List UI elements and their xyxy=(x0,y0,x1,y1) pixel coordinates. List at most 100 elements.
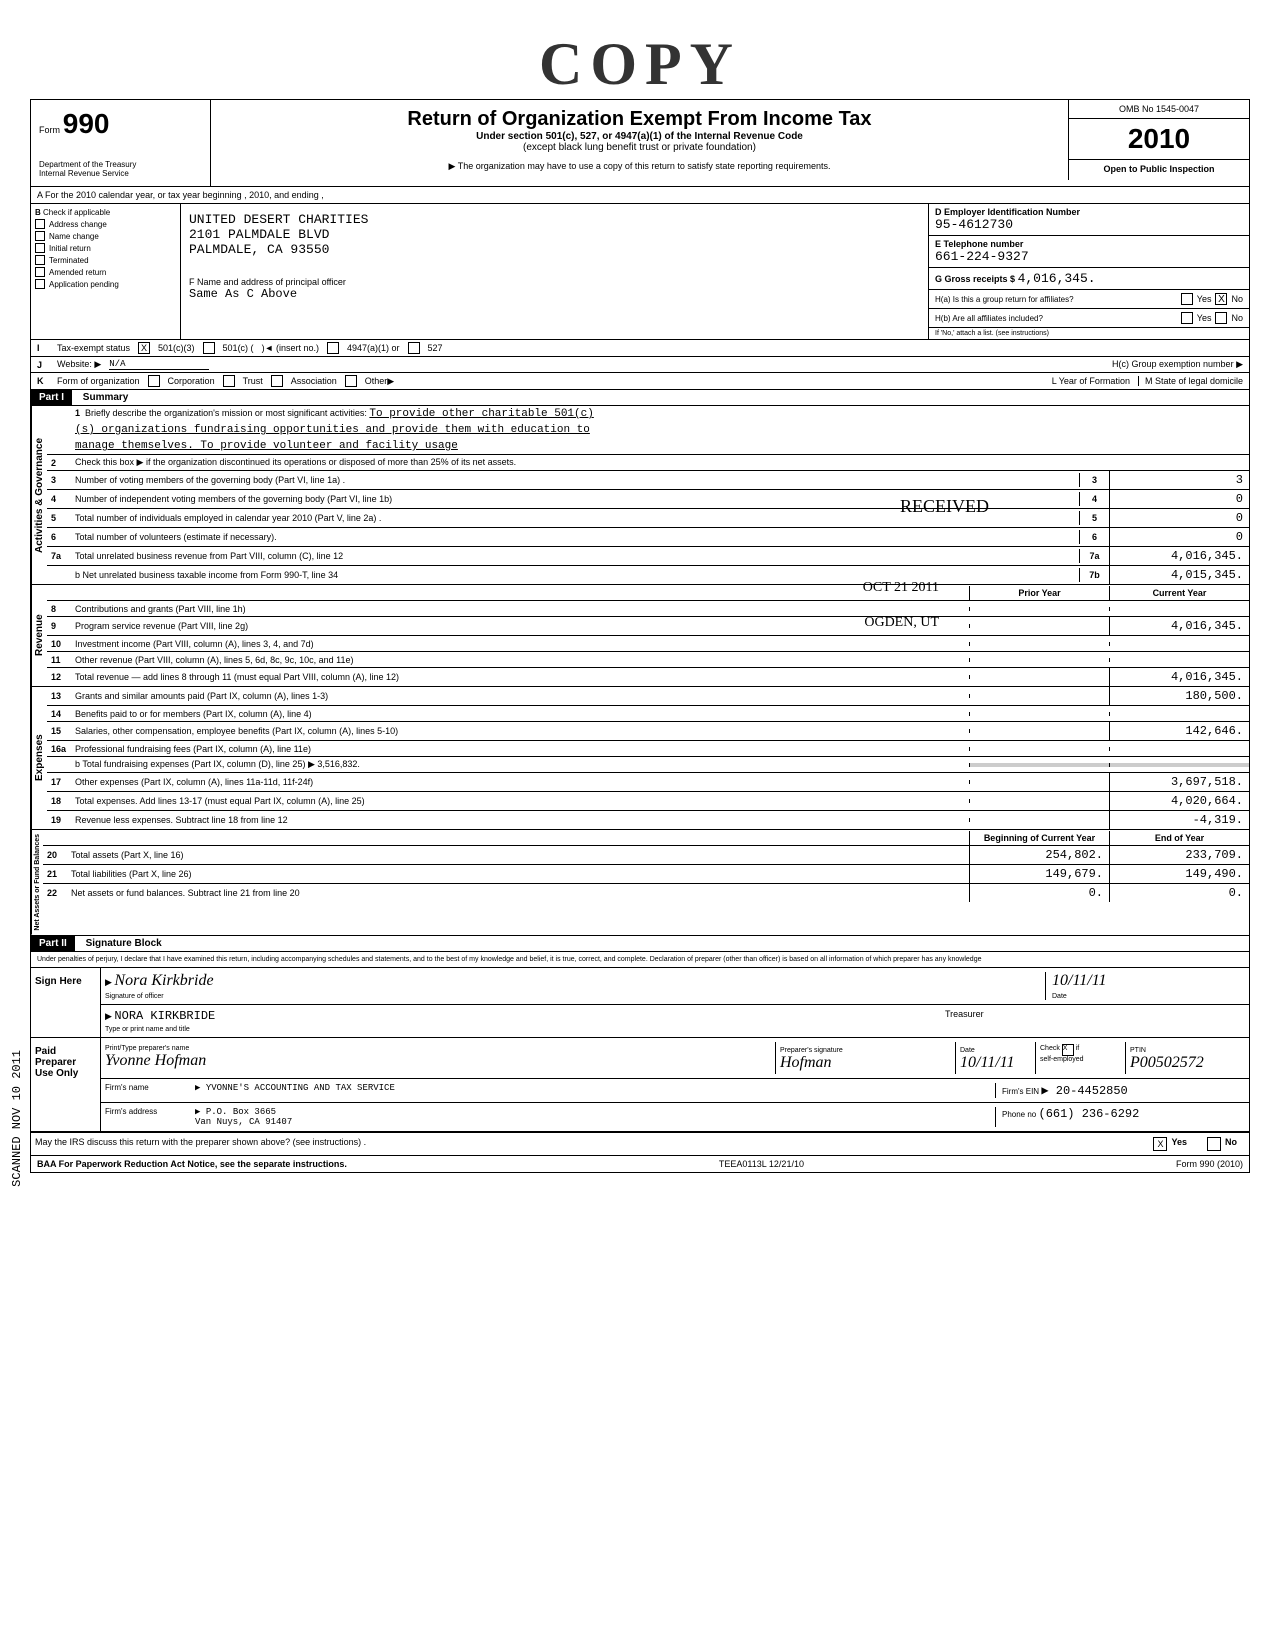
hb-no-checkbox[interactable] xyxy=(1215,312,1227,324)
part2-header-row: Part II Signature Block xyxy=(30,936,1250,952)
open-inspection: Open to Public Inspection xyxy=(1069,160,1249,178)
assoc-checkbox[interactable] xyxy=(271,375,283,387)
discuss-yes-checkbox[interactable]: X xyxy=(1153,1137,1167,1151)
current-value xyxy=(1109,712,1249,716)
line-num: 17 xyxy=(47,775,71,789)
no-label: No xyxy=(1231,313,1243,323)
current-value: 3,697,518. xyxy=(1109,773,1249,791)
hb-label: H(b) Are all affiliates included? xyxy=(935,314,1177,323)
prep-signature: Hofman xyxy=(780,1054,832,1071)
ha-yes-checkbox[interactable] xyxy=(1181,293,1193,305)
sidebar-revenue: Revenue xyxy=(31,585,47,686)
checkbox-amended[interactable] xyxy=(35,267,45,277)
line-desc: Other expenses (Part IX, column (A), lin… xyxy=(71,775,969,789)
g-receipts-value: 4,016,345. xyxy=(1018,271,1096,286)
summary-line: 12Total revenue — add lines 8 through 11… xyxy=(47,668,1249,686)
hc-label: H(c) Group exemption number ▶ xyxy=(1112,359,1243,370)
line-num: 11 xyxy=(47,653,71,667)
4947-checkbox[interactable] xyxy=(327,342,339,354)
summary-line: 9Program service revenue (Part VIII, lin… xyxy=(47,617,1249,636)
omb-number: OMB No 1545-0047 xyxy=(1069,100,1249,119)
org-address: 2101 PALMDALE BLVD xyxy=(189,227,920,242)
line-value: 0 xyxy=(1109,509,1249,527)
checkbox-name-change[interactable] xyxy=(35,231,45,241)
line-desc: Grants and similar amounts paid (Part IX… xyxy=(71,689,969,703)
mission-text-3: manage themselves. To provide volunteer … xyxy=(75,440,458,452)
line-num: 19 xyxy=(47,813,71,827)
checkbox-address-change[interactable] xyxy=(35,219,45,229)
line-desc: Investment income (Part VIII, column (A)… xyxy=(71,637,969,651)
summary-line: 18Total expenses. Add lines 13-17 (must … xyxy=(47,792,1249,811)
self-emp-checkbox[interactable]: X xyxy=(1062,1044,1074,1056)
footer-form: Form 990 (2010) xyxy=(1176,1159,1243,1169)
yes-label: Yes xyxy=(1197,313,1212,323)
prior-value xyxy=(969,658,1109,662)
line-num: 5 xyxy=(47,511,71,525)
website-label: Website: ▶ xyxy=(57,359,101,370)
check-label: Amended return xyxy=(49,268,106,277)
prior-value xyxy=(969,694,1109,698)
org-name: UNITED DESERT CHARITIES xyxy=(189,212,920,227)
form-number-block: Form 990 Department of the Treasury Inte… xyxy=(31,100,211,186)
prior-value xyxy=(969,624,1109,628)
discuss-yes-label: Yes xyxy=(1171,1137,1187,1151)
current-value: 180,500. xyxy=(1109,687,1249,705)
firm-ein: ▶ 20-4452850 xyxy=(1041,1084,1127,1098)
yes-label: Yes xyxy=(1197,294,1212,304)
phone-value: 661-224-9327 xyxy=(935,249,1029,264)
end-year-header: End of Year xyxy=(1109,831,1249,845)
4947-label: 4947(a)(1) or xyxy=(347,343,400,353)
d-ein-label: D Employer Identification Number xyxy=(935,207,1080,217)
org-city-state: PALMDALE, CA 93550 xyxy=(189,242,920,257)
line-desc: Total number of individuals employed in … xyxy=(71,511,1079,525)
hb-yes-checkbox[interactable] xyxy=(1181,312,1193,324)
prior-value xyxy=(969,642,1109,646)
g-receipts-label: G Gross receipts $ xyxy=(935,274,1015,284)
other-label: Other▶ xyxy=(365,376,394,387)
line-num: 21 xyxy=(43,867,67,881)
current-value xyxy=(1109,763,1249,767)
checkbox-terminated[interactable] xyxy=(35,255,45,265)
part1-header-row: Part I Summary xyxy=(30,390,1250,406)
trust-checkbox[interactable] xyxy=(223,375,235,387)
current-value: 149,490. xyxy=(1109,865,1249,883)
k-label: K xyxy=(37,376,49,386)
corp-checkbox[interactable] xyxy=(148,375,160,387)
part1-expenses: Expenses 13Grants and similar amounts pa… xyxy=(30,687,1250,830)
dept-treasury: Department of the Treasury Internal Reve… xyxy=(39,160,202,178)
summary-line: 14Benefits paid to or for members (Part … xyxy=(47,706,1249,722)
prep-sig-label: Preparer's signature xyxy=(780,1047,843,1054)
current-value: 4,016,345. xyxy=(1109,668,1249,686)
527-checkbox[interactable] xyxy=(408,342,420,354)
firm-addr-label: Firm's address xyxy=(105,1107,195,1127)
assoc-label: Association xyxy=(291,376,337,386)
line-col-label: 7b xyxy=(1079,568,1109,582)
part1-governance: Activities & Governance 1 Briefly descri… xyxy=(30,406,1250,585)
501c3-checkbox[interactable]: X xyxy=(138,342,150,354)
line-desc: Number of independent voting members of … xyxy=(71,492,1079,506)
line-num: 8 xyxy=(47,602,71,616)
header-right: OMB No 1545-0047 2010 Open to Public Ins… xyxy=(1069,100,1249,178)
501c3-label: 501(c)(3) xyxy=(158,343,195,353)
501c-checkbox[interactable] xyxy=(203,342,215,354)
sig-officer-label: Signature of officer xyxy=(105,993,164,1000)
ha-no-checkbox[interactable]: X xyxy=(1215,293,1227,305)
prior-value xyxy=(969,729,1109,733)
prep-name-label: Print/Type preparer's name xyxy=(105,1045,189,1052)
discuss-no-label: No xyxy=(1225,1137,1237,1151)
checkbox-initial-return[interactable] xyxy=(35,243,45,253)
line-num: 12 xyxy=(47,670,71,684)
check-label: Application pending xyxy=(49,280,119,289)
prep-date-label: Date xyxy=(960,1047,975,1054)
discuss-no-checkbox[interactable] xyxy=(1207,1137,1221,1151)
line-num: 9 xyxy=(47,619,71,633)
prior-value xyxy=(969,675,1109,679)
other-checkbox[interactable] xyxy=(345,375,357,387)
prior-value xyxy=(969,818,1109,822)
firm-ein-label: Firm's EIN xyxy=(1002,1087,1039,1096)
summary-line: 3Number of voting members of the governi… xyxy=(47,471,1249,490)
checkbox-pending[interactable] xyxy=(35,279,45,289)
form-hint: ▶ The organization may have to use a cop… xyxy=(219,161,1060,172)
current-value: 4,020,664. xyxy=(1109,792,1249,810)
summary-line: b Net unrelated business taxable income … xyxy=(47,566,1249,584)
